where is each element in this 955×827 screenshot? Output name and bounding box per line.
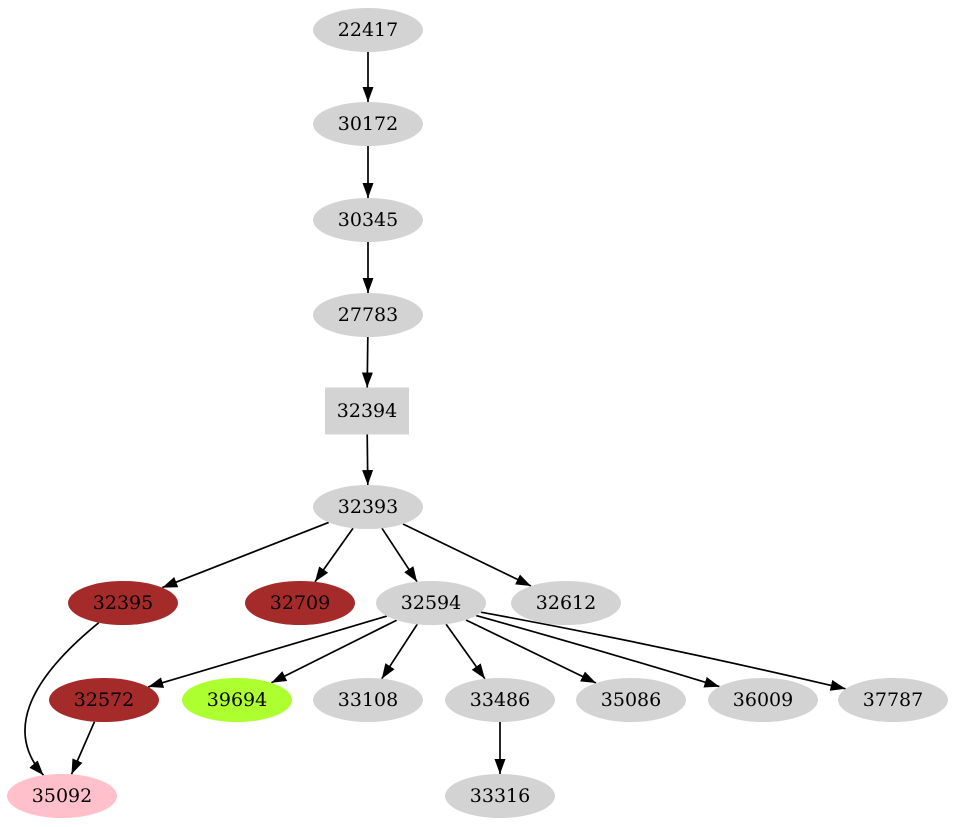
node-label: 32594 <box>401 592 461 614</box>
graph-node-37787: 37787 <box>838 678 948 722</box>
node-label: 36009 <box>733 689 793 711</box>
node-ellipse-shape <box>445 774 555 818</box>
graph-node-32594: 32594 <box>376 581 486 625</box>
node-ellipse-shape <box>376 581 486 625</box>
edge-32594-33108 <box>381 623 418 680</box>
node-label: 33108 <box>338 689 398 711</box>
edge-27783-32394 <box>361 336 373 388</box>
node-ellipse-shape <box>313 198 423 242</box>
node-label: 32709 <box>270 592 330 614</box>
graph-node-33316: 33316 <box>445 774 555 818</box>
edge-32393-32594 <box>381 527 418 583</box>
edge-32395-35092 <box>24 622 100 776</box>
node-ellipse-shape <box>313 293 423 337</box>
graph-node-35092: 35092 <box>7 774 117 818</box>
node-label: 32395 <box>93 592 153 614</box>
edge-32594-33486 <box>445 623 486 680</box>
graph-node-32393: 32393 <box>313 485 423 529</box>
node-ellipse-shape <box>576 678 686 722</box>
node-ellipse-shape <box>313 485 423 529</box>
node-label: 33486 <box>470 689 530 711</box>
node-ellipse-shape <box>182 678 292 722</box>
graph-node-32395: 32395 <box>68 581 178 625</box>
graph-node-39694: 39694 <box>182 678 292 722</box>
edge-32594-36009 <box>475 614 720 688</box>
node-ellipse-shape <box>49 678 159 722</box>
graph-node-32572: 32572 <box>49 678 159 722</box>
edge-32394-32393 <box>362 434 374 486</box>
edge-32594-39694 <box>271 619 397 684</box>
node-label: 30172 <box>338 113 398 135</box>
node-label: 32572 <box>74 689 134 711</box>
node-ellipse-shape <box>708 678 818 722</box>
node-ellipse-shape <box>313 8 423 52</box>
nodes-layer: 22417 30172 30345 27783 32394 32393 32395 32709… <box>7 8 948 818</box>
graph-node-30172: 30172 <box>313 102 423 146</box>
graph-node-33108: 33108 <box>313 678 423 722</box>
edge-32594-32572 <box>147 615 388 688</box>
node-label: 35086 <box>601 689 661 711</box>
node-ellipse-shape <box>313 102 423 146</box>
edge-32393-32709 <box>314 527 354 583</box>
node-ellipse-shape <box>7 774 117 818</box>
node-label: 32612 <box>536 592 596 614</box>
edge-32393-32395 <box>161 521 330 589</box>
graph-node-22417: 22417 <box>313 8 423 52</box>
node-label: 37787 <box>863 689 923 711</box>
node-label: 32393 <box>338 496 398 518</box>
node-label: 39694 <box>207 689 267 711</box>
node-ellipse-shape <box>313 678 423 722</box>
graph-node-32709: 32709 <box>245 581 355 625</box>
graph-node-33486: 33486 <box>445 678 555 722</box>
node-ellipse-shape <box>68 581 178 625</box>
graph-node-32612: 32612 <box>511 581 621 625</box>
graph-node-36009: 36009 <box>708 678 818 722</box>
node-label: 22417 <box>338 19 398 41</box>
edge-32594-37787 <box>480 611 846 691</box>
node-label: 35092 <box>32 785 92 807</box>
node-box-shape <box>325 387 409 435</box>
node-ellipse-shape <box>511 581 621 625</box>
node-label: 30345 <box>338 209 398 231</box>
node-label: 27783 <box>338 304 398 326</box>
edge-32393-32612 <box>402 523 532 587</box>
node-label: 33316 <box>470 785 530 807</box>
graph-node-30345: 30345 <box>313 198 423 242</box>
node-ellipse-shape <box>445 678 555 722</box>
edge-32594-35086 <box>465 619 597 684</box>
graph-node-27783: 27783 <box>313 293 423 337</box>
node-ellipse-shape <box>838 678 948 722</box>
edges-layer <box>24 52 846 776</box>
node-label: 32394 <box>337 400 397 422</box>
graph-node-32394: 32394 <box>325 387 409 435</box>
edge-32572-35092 <box>70 721 96 775</box>
node-ellipse-shape <box>245 581 355 625</box>
graph-node-35086: 35086 <box>576 678 686 722</box>
